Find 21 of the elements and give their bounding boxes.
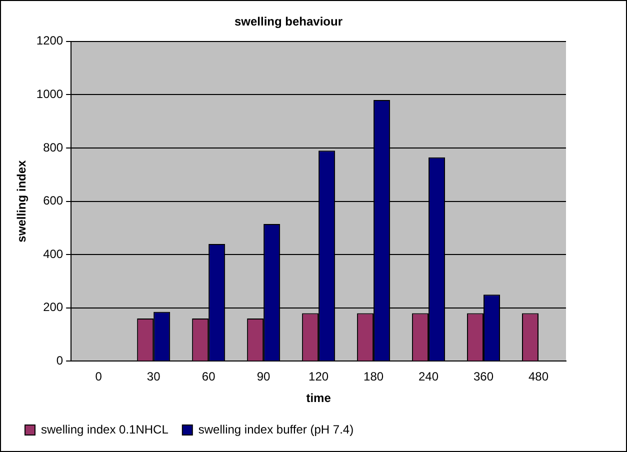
x-tick-label: 30 xyxy=(146,370,161,384)
x-tick-label: 480 xyxy=(528,370,549,384)
x-tick-label: 60 xyxy=(202,370,216,384)
x-tick-label: 360 xyxy=(474,370,494,384)
legend-label: swelling index 0.1NHCL xyxy=(41,422,169,436)
x-axis-title: time xyxy=(306,391,332,406)
x-tick-label: 90 xyxy=(256,370,271,384)
legend-label: swelling index buffer (pH 7.4) xyxy=(198,422,354,436)
chart-title: swelling behaviour xyxy=(234,14,343,29)
y-tick-label: 1200 xyxy=(36,34,64,48)
x-tick-label: 240 xyxy=(418,370,439,384)
y-tick-label: 0 xyxy=(56,354,64,368)
x-tick-label: 180 xyxy=(364,370,384,384)
y-tick-label: 800 xyxy=(43,140,64,154)
x-tick-label: 120 xyxy=(308,370,329,384)
y-tick-label: 1000 xyxy=(36,87,64,102)
y-axis-title: swelling index xyxy=(14,160,29,242)
y-tick-label: 200 xyxy=(43,300,64,314)
y-tick-label: 400 xyxy=(43,246,64,261)
y-tick-label: 600 xyxy=(43,194,64,208)
x-tick-label: 0 xyxy=(95,370,102,384)
